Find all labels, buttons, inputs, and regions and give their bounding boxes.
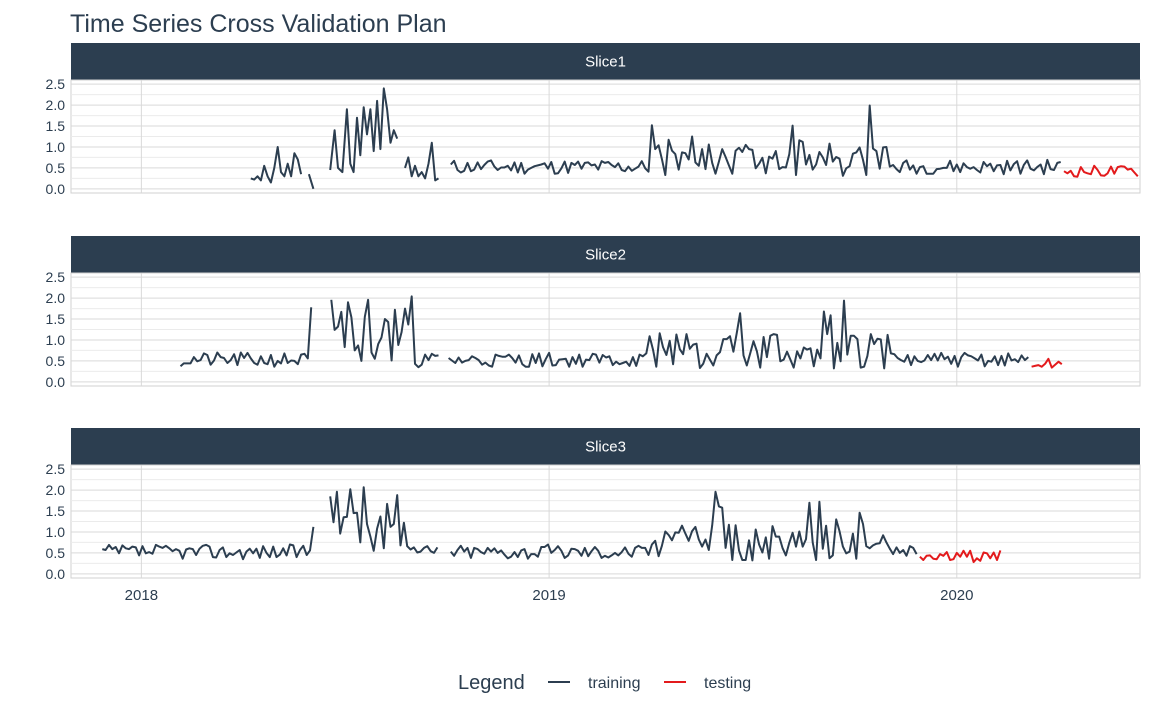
facet-panel: Slice1 0.0 0.5 1.0 1.5 2.0 2.5 bbox=[46, 43, 1141, 197]
series-line-training bbox=[447, 299, 1029, 370]
y-tick-label: 1.0 bbox=[46, 524, 66, 540]
y-tick-label: 0.5 bbox=[46, 353, 66, 369]
y-tick-label: 2.5 bbox=[46, 461, 66, 477]
y-tick-label: 1.5 bbox=[46, 118, 66, 134]
y-tick-label: 2.0 bbox=[46, 290, 66, 306]
y-tick-label: 2.0 bbox=[46, 482, 66, 498]
facet-strip bbox=[71, 428, 1140, 465]
series-line-testing bbox=[1031, 357, 1063, 369]
y-tick-label: 1.0 bbox=[46, 139, 66, 155]
y-tick-label: 2.5 bbox=[46, 76, 66, 92]
series-line-testing bbox=[1063, 164, 1139, 178]
y-tick-label: 0.0 bbox=[46, 374, 66, 390]
x-tick-label: 2019 bbox=[532, 587, 565, 604]
x-tick-label: 2020 bbox=[940, 587, 973, 604]
facet-panel: Slice2 0.0 0.5 1.0 1.5 2.0 2.5 bbox=[46, 236, 1141, 390]
y-tick-label: 0.5 bbox=[46, 545, 66, 561]
y-tick-label: 0.0 bbox=[46, 181, 66, 197]
facet-strip bbox=[71, 43, 1140, 80]
facet-panel: Slice3 0.0 0.5 1.0 1.5 2.0 2.5 bbox=[46, 428, 1141, 582]
series-line-testing bbox=[919, 549, 1002, 564]
legend-title: Legend bbox=[458, 672, 525, 694]
legend-label-training: training bbox=[588, 675, 640, 692]
series-line-training bbox=[102, 526, 315, 561]
chart-title: Time Series Cross Validation Plan bbox=[70, 10, 447, 38]
y-tick-label: 1.5 bbox=[46, 503, 66, 519]
series-line-training bbox=[450, 104, 1061, 177]
y-tick-label: 1.0 bbox=[46, 332, 66, 348]
facet-label: Slice1 bbox=[585, 54, 626, 71]
series-line-training bbox=[307, 173, 315, 190]
series-line-training bbox=[329, 87, 399, 174]
series-line-training bbox=[179, 307, 313, 368]
facet-panels: Slice1 0.0 0.5 1.0 1.5 2.0 2.5 Slice2 0.0 0.5 1.0 1… bbox=[46, 43, 1141, 582]
x-tick-label: 2018 bbox=[125, 587, 158, 604]
y-tick-label: 0.5 bbox=[46, 160, 66, 176]
x-axis: 2018 2019 2020 bbox=[125, 587, 974, 604]
legend-label-testing: testing bbox=[704, 675, 751, 692]
facet-label: Slice3 bbox=[585, 439, 626, 456]
facet-label: Slice2 bbox=[585, 247, 626, 264]
y-tick-label: 1.5 bbox=[46, 311, 66, 327]
series-line-training bbox=[450, 490, 918, 562]
y-tick-label: 0.0 bbox=[46, 566, 66, 582]
legend: Legend training testing bbox=[458, 672, 751, 694]
y-tick-label: 2.5 bbox=[46, 269, 66, 285]
y-tick-label: 2.0 bbox=[46, 97, 66, 113]
series-line-training bbox=[250, 146, 303, 184]
series-line-training bbox=[330, 295, 439, 369]
facet-strip bbox=[71, 236, 1140, 273]
series-line-training bbox=[329, 486, 439, 554]
series-line-training bbox=[404, 141, 440, 182]
